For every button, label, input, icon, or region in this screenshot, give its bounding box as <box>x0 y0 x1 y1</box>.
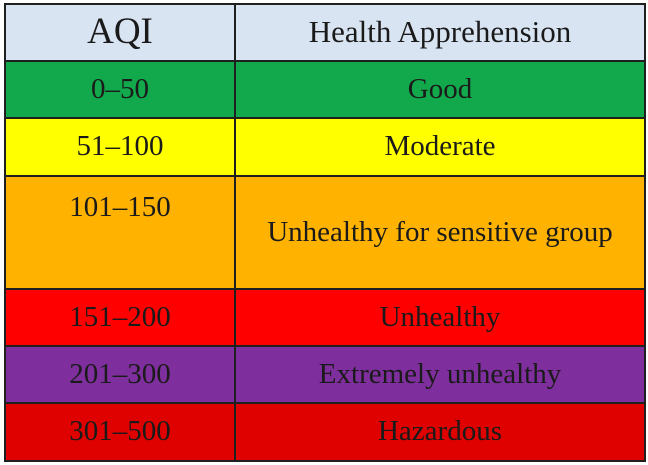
aqi-health-table: AQI Health Apprehension 0–50 Good 51–100… <box>4 3 646 463</box>
table-row: 301–500 Hazardous <box>4 401 646 463</box>
aqi-range-cell: 301–500 <box>4 401 236 463</box>
header-health-apprehension: Health Apprehension <box>234 3 646 62</box>
health-category-cell: Unhealthy for sensitive group <box>234 174 646 290</box>
table-row: 201–300 Extremely unhealthy <box>4 344 646 404</box>
table-row: 101–150 Unhealthy for sensitive group <box>4 174 646 290</box>
header-aqi: AQI <box>4 3 236 62</box>
health-category-cell: Good <box>234 59 646 119</box>
health-category-cell: Moderate <box>234 116 646 177</box>
aqi-range-cell: 0–50 <box>4 59 236 119</box>
table-row: 151–200 Unhealthy <box>4 287 646 347</box>
health-category-cell: Hazardous <box>234 401 646 463</box>
aqi-range-cell: 201–300 <box>4 344 236 404</box>
aqi-range-cell: 151–200 <box>4 287 236 347</box>
aqi-range-cell: 101–150 <box>4 174 236 290</box>
table-header-row: AQI Health Apprehension <box>4 3 646 62</box>
health-category-cell: Extremely unhealthy <box>234 344 646 404</box>
table-row: 51–100 Moderate <box>4 116 646 177</box>
aqi-range-cell: 51–100 <box>4 116 236 177</box>
table-row: 0–50 Good <box>4 59 646 119</box>
health-category-cell: Unhealthy <box>234 287 646 347</box>
